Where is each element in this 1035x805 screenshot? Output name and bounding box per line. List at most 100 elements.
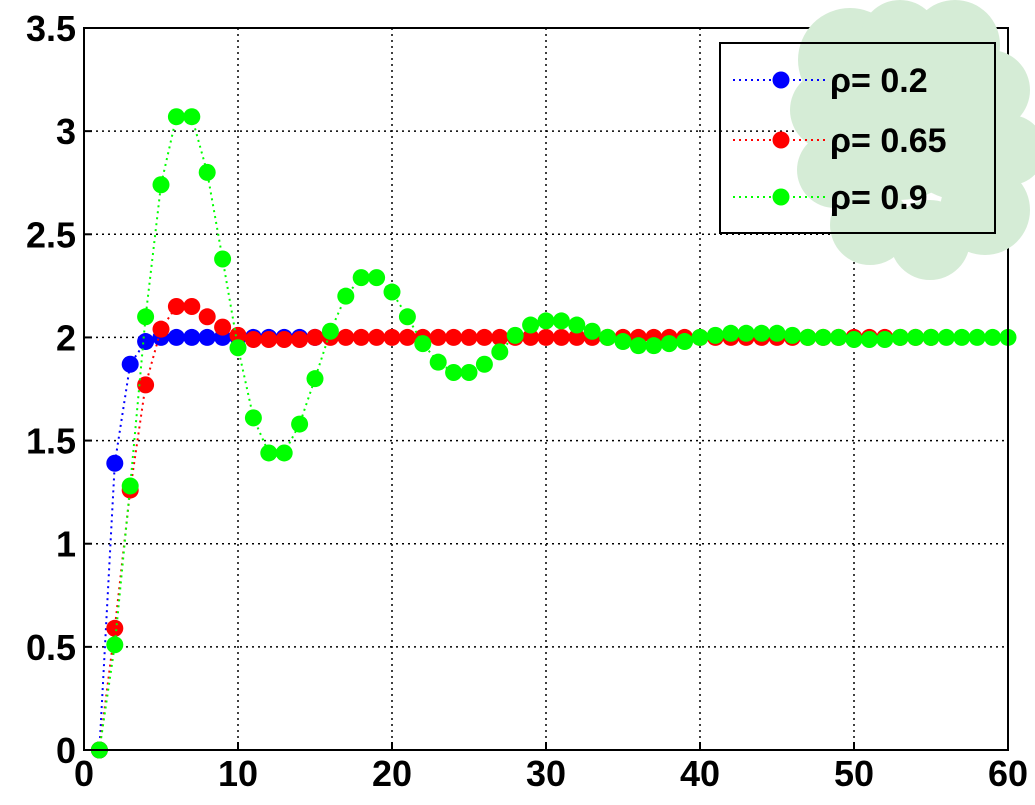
legend-marker	[772, 71, 790, 89]
data-point	[552, 328, 570, 346]
data-point	[291, 415, 309, 433]
data-point	[552, 312, 570, 330]
data-point	[167, 108, 185, 126]
y-tick-label: 1	[56, 524, 76, 565]
data-point	[814, 328, 832, 346]
legend-highlight-blob	[790, 0, 1035, 280]
data-point	[599, 328, 617, 346]
data-point	[568, 316, 586, 334]
data-point	[860, 330, 878, 348]
data-point	[845, 330, 863, 348]
data-point	[152, 176, 170, 194]
data-point	[306, 328, 324, 346]
data-point	[922, 328, 940, 346]
data-point	[429, 328, 447, 346]
legend-label: ρ= 0.9	[830, 179, 928, 217]
data-point	[475, 355, 493, 373]
data-point	[398, 328, 416, 346]
y-tick-label: 0.5	[26, 627, 76, 668]
y-tick-label: 2	[56, 317, 76, 358]
data-point	[229, 339, 247, 357]
x-tick-label: 0	[74, 753, 94, 794]
y-tick-label: 1.5	[26, 421, 76, 462]
legend-item: ρ= 0.65	[733, 122, 947, 160]
data-point	[260, 330, 278, 348]
y-tick-label: 3.5	[26, 8, 76, 49]
data-point	[244, 330, 262, 348]
data-point	[137, 333, 155, 351]
data-point	[275, 330, 293, 348]
data-point	[275, 444, 293, 462]
data-point	[953, 328, 971, 346]
data-point	[214, 250, 232, 268]
series-line	[98, 336, 315, 751]
data-point	[383, 328, 401, 346]
legend-label: ρ= 0.2	[830, 62, 928, 100]
data-point	[475, 328, 493, 346]
data-point	[337, 328, 355, 346]
data-point	[137, 376, 155, 394]
data-point	[244, 409, 262, 427]
axes-box	[83, 27, 1009, 751]
data-point	[183, 108, 201, 126]
data-point	[491, 328, 509, 346]
legend-box	[719, 42, 996, 234]
x-tick-label: 30	[526, 753, 566, 794]
legend-marker	[772, 131, 790, 149]
y-tick-label: 2.5	[26, 214, 76, 255]
data-point	[706, 326, 724, 344]
series-layer	[90, 108, 1017, 759]
data-point	[368, 328, 386, 346]
data-point	[645, 337, 663, 355]
blob-part	[830, 185, 910, 265]
data-point	[537, 328, 555, 346]
data-point	[937, 328, 955, 346]
x-tick-label: 60	[988, 753, 1028, 794]
y-tick-label: 3	[56, 111, 76, 152]
legend-marker	[772, 188, 790, 206]
data-point	[583, 322, 601, 340]
data-point	[214, 318, 232, 336]
blob-part	[890, 200, 970, 280]
y-tick-label: 0	[56, 730, 76, 771]
data-point	[229, 326, 247, 344]
data-point	[368, 269, 386, 287]
data-point	[968, 328, 986, 346]
data-point	[629, 337, 647, 355]
data-point	[352, 328, 370, 346]
data-point	[984, 328, 1002, 346]
legend-item: ρ= 0.9	[733, 179, 928, 217]
data-point	[106, 636, 124, 654]
data-point	[783, 326, 801, 344]
data-point	[137, 308, 155, 326]
data-point	[321, 322, 339, 340]
data-point	[198, 308, 216, 326]
data-point	[891, 328, 909, 346]
data-point	[445, 328, 463, 346]
data-point	[522, 328, 540, 346]
data-point	[167, 328, 185, 346]
data-point	[106, 454, 124, 472]
data-point	[491, 343, 509, 361]
data-point	[445, 363, 463, 381]
x-tick-label: 50	[834, 753, 874, 794]
blob-part	[900, 80, 1020, 200]
data-point	[260, 444, 278, 462]
data-point	[306, 370, 324, 388]
data-point	[753, 324, 771, 342]
data-point	[460, 328, 478, 346]
data-point	[429, 353, 447, 371]
x-tick-label: 20	[372, 753, 412, 794]
data-point	[907, 328, 925, 346]
data-point	[152, 320, 170, 338]
data-point	[660, 335, 678, 353]
data-point	[183, 297, 201, 315]
data-point	[691, 328, 709, 346]
data-point	[537, 312, 555, 330]
data-point	[768, 324, 786, 342]
data-point	[291, 330, 309, 348]
data-point	[198, 163, 216, 181]
data-point	[722, 324, 740, 342]
data-point	[398, 308, 416, 326]
